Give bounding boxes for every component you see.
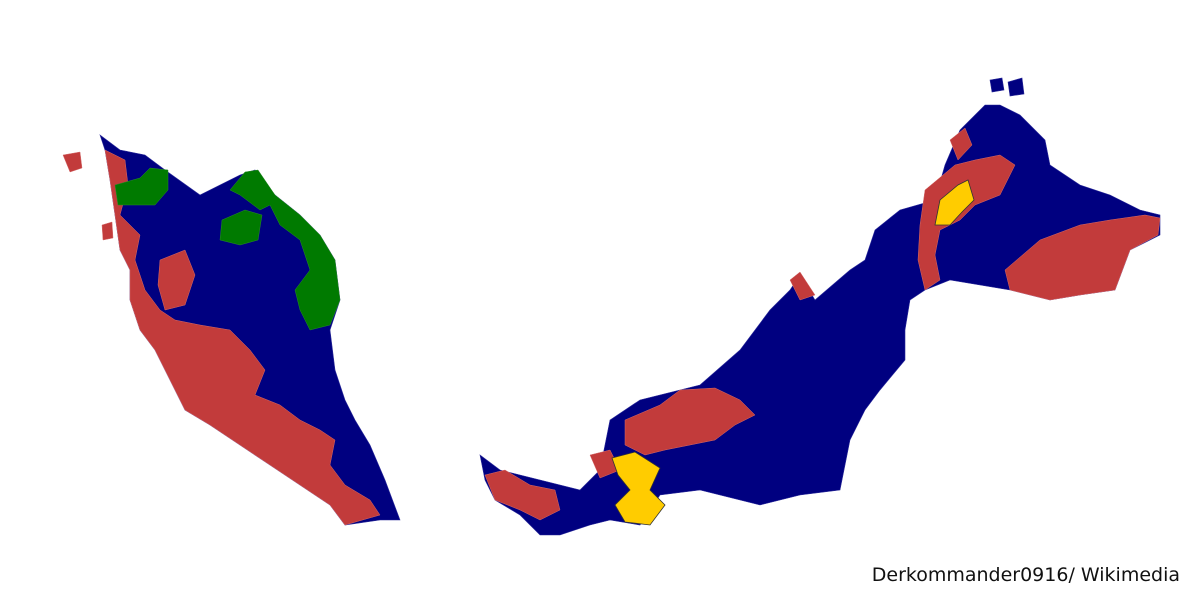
region — [611, 451, 666, 526]
region — [157, 249, 196, 311]
peninsular-malaysia — [62, 134, 401, 526]
region — [789, 271, 816, 301]
region — [949, 127, 973, 161]
credit: Derkommander0916/ Wikimedia — [871, 564, 1180, 586]
region — [104, 149, 381, 526]
region — [484, 469, 561, 521]
region — [114, 167, 169, 206]
east-malaysia — [479, 77, 1161, 536]
region — [624, 387, 756, 456]
region — [62, 151, 83, 173]
region — [934, 179, 975, 226]
region — [101, 221, 114, 241]
region — [1004, 214, 1161, 301]
region — [917, 154, 1016, 291]
region — [219, 209, 263, 246]
region — [229, 169, 341, 331]
region — [479, 104, 1161, 536]
region — [989, 77, 1025, 97]
